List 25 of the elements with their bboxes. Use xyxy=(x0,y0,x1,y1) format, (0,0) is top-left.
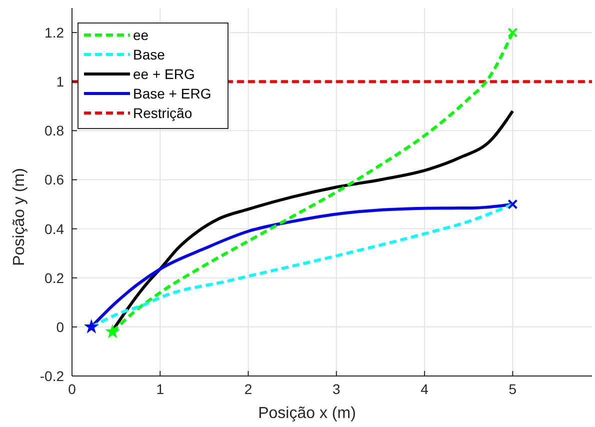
legend-label: Base xyxy=(133,46,166,62)
point xyxy=(105,324,120,338)
legend-label: ee xyxy=(133,27,149,43)
point xyxy=(84,319,99,334)
legend-label: Base + ERG xyxy=(133,86,212,102)
y-tick-label: -0.2 xyxy=(40,368,64,384)
y-tick-label: 0.8 xyxy=(44,122,64,139)
point xyxy=(508,199,518,210)
y-tick-label: 0.6 xyxy=(44,172,64,188)
x-tick-label: 2 xyxy=(244,381,252,397)
y-tick-label: 1.2 xyxy=(44,24,64,41)
y-axis-title: Posição y (m) xyxy=(11,168,28,266)
legend-label: Restrição xyxy=(133,105,192,121)
x-tick-label: 4 xyxy=(420,381,429,397)
y-tick-label: 0.4 xyxy=(44,220,64,237)
y-tick-label: 0 xyxy=(56,318,64,335)
x-tick-label: 1 xyxy=(156,381,164,397)
point xyxy=(508,28,518,38)
x-tick-label: 5 xyxy=(508,381,517,397)
y-tick-label: 0.2 xyxy=(44,270,64,286)
x-tick-label: 0 xyxy=(68,381,76,397)
legend-label: ee + ERG xyxy=(133,66,195,82)
x-axis-title: Posição x (m) xyxy=(258,405,356,422)
x-tick-label: 3 xyxy=(332,381,341,397)
y-tick-label: 1 xyxy=(56,74,64,90)
